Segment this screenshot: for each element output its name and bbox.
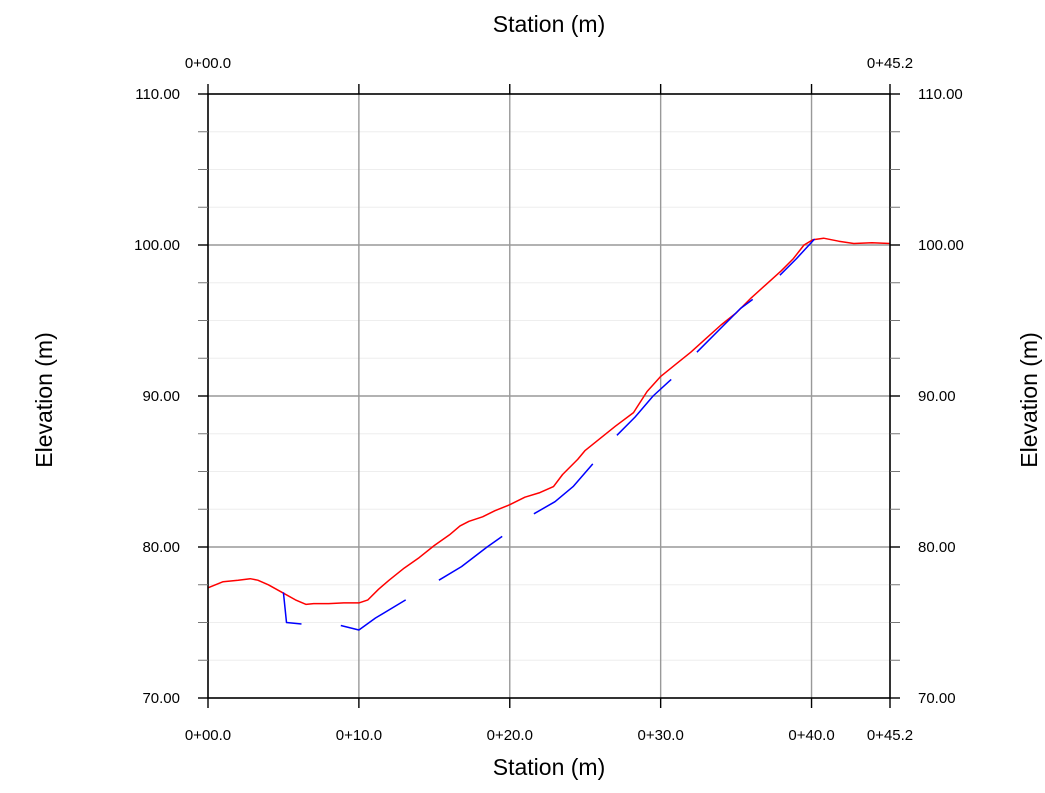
series-lines xyxy=(207,237,891,631)
y-tick-label-left: 100.00 xyxy=(134,237,180,254)
x-tick-label: 0+10.0 xyxy=(336,727,382,744)
y-tick-label-left: 80.00 xyxy=(142,539,180,556)
y-tick-label-right: 100.00 xyxy=(918,237,964,254)
series-0-segment-0 xyxy=(207,237,891,606)
series-1-segment-6 xyxy=(779,238,816,276)
x-axis-title-top: Station (m) xyxy=(493,11,605,37)
y-tick-label-right: 90.00 xyxy=(918,388,956,405)
x-tick-label: 0+00.0 xyxy=(185,727,231,744)
y-tick-label-right: 80.00 xyxy=(918,539,956,556)
series-1-segment-1 xyxy=(340,599,407,631)
x-tick-label: 0+40.0 xyxy=(788,727,834,744)
x-tick-label: 0+30.0 xyxy=(638,727,684,744)
y-axis-title-left: Elevation (m) xyxy=(31,332,57,467)
y-tick-label-left: 70.00 xyxy=(142,690,180,707)
x-tick-label-top: 0+45.2 xyxy=(867,55,913,72)
series-1-segment-0 xyxy=(282,592,302,625)
series-1-segment-3 xyxy=(533,463,594,515)
y-tick-label-left: 90.00 xyxy=(142,388,180,405)
y-axis-title-right: Elevation (m) xyxy=(1016,332,1042,467)
y-tick-label-right: 70.00 xyxy=(918,690,956,707)
y-tick-label-right: 110.00 xyxy=(918,86,963,103)
axis-ticks: 70.00 70.00 80.00 80.00 90.00 90.00 100.00 100.… xyxy=(134,55,964,744)
x-axis-title: Station (m) xyxy=(493,754,605,780)
x-tick-label-top: 0+00.0 xyxy=(185,55,231,72)
series-1-segment-5 xyxy=(696,298,754,353)
y-tick-label-left: 110.00 xyxy=(135,86,180,103)
series-1-segment-4 xyxy=(616,378,672,436)
grid xyxy=(208,93,890,699)
series-1-segment-2 xyxy=(438,535,503,581)
x-tick-label: 0+20.0 xyxy=(487,727,533,744)
x-tick-label: 0+45.2 xyxy=(867,727,913,744)
